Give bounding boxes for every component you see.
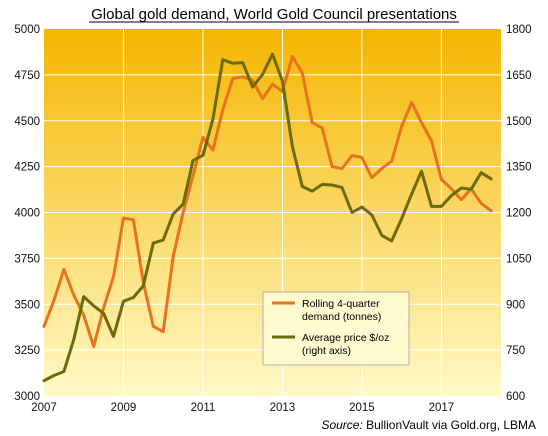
y-left-tick-label: 4750: [14, 70, 40, 82]
legend-price-label-line1: Average price $/oz: [302, 332, 389, 344]
source-prefix: Source:: [321, 418, 362, 432]
legend-demand-label-line1: Rolling 4-quarter: [302, 298, 380, 310]
y-right-tick-label: 1500: [506, 116, 532, 128]
x-tick-label: 2015: [349, 402, 375, 414]
y-right-tick-label: 750: [506, 345, 525, 357]
x-tick-label: 2017: [429, 402, 455, 414]
axis-labels: 3000 3250 3500 3750 4000 4250 4500 4750 5000 600 7…: [14, 24, 531, 414]
legend-demand-label-line2: demand (tonnes): [302, 311, 381, 323]
legend-price-label-line2: (right axis): [302, 345, 351, 357]
y-left-tick-label: 4250: [14, 162, 40, 174]
y-left-tick-label: 4000: [14, 208, 40, 220]
source-text: BullionVault via Gold.org, LBMA: [363, 418, 536, 432]
series-lines: [42, 52, 493, 383]
y-right-tick-label: 1800: [506, 24, 532, 36]
y-left-tick-label: 3250: [14, 345, 40, 357]
y-right-tick-label: 1050: [506, 253, 532, 265]
x-tick-label: 2007: [31, 402, 57, 414]
series-line-price: [42, 52, 493, 383]
x-tick-label: 2009: [111, 402, 137, 414]
y-right-tick-label: 1200: [506, 208, 532, 220]
y-left-tick-label: 3000: [14, 391, 40, 403]
chart-title: Global gold demand, World Gold Council p…: [91, 6, 457, 23]
legend: Rolling 4-quarter demand (tonnes) Averag…: [262, 291, 410, 366]
source-note: Source: BullionVault via Gold.org, LBMA: [321, 418, 536, 432]
y-left-tick-label: 4500: [14, 116, 40, 128]
y-left-tick-label: 5000: [14, 24, 40, 36]
y-right-tick-label: 900: [506, 299, 525, 311]
y-left-tick-label: 3750: [14, 253, 40, 265]
y-left-tick-label: 3500: [14, 299, 40, 311]
y-right-tick-label: 1350: [506, 162, 532, 174]
x-tick-label: 2011: [191, 402, 216, 414]
y-right-tick-label: 600: [506, 391, 525, 403]
series-line-demand: [42, 55, 493, 348]
x-tick-label: 2013: [270, 402, 296, 414]
y-right-tick-label: 1650: [506, 70, 532, 82]
